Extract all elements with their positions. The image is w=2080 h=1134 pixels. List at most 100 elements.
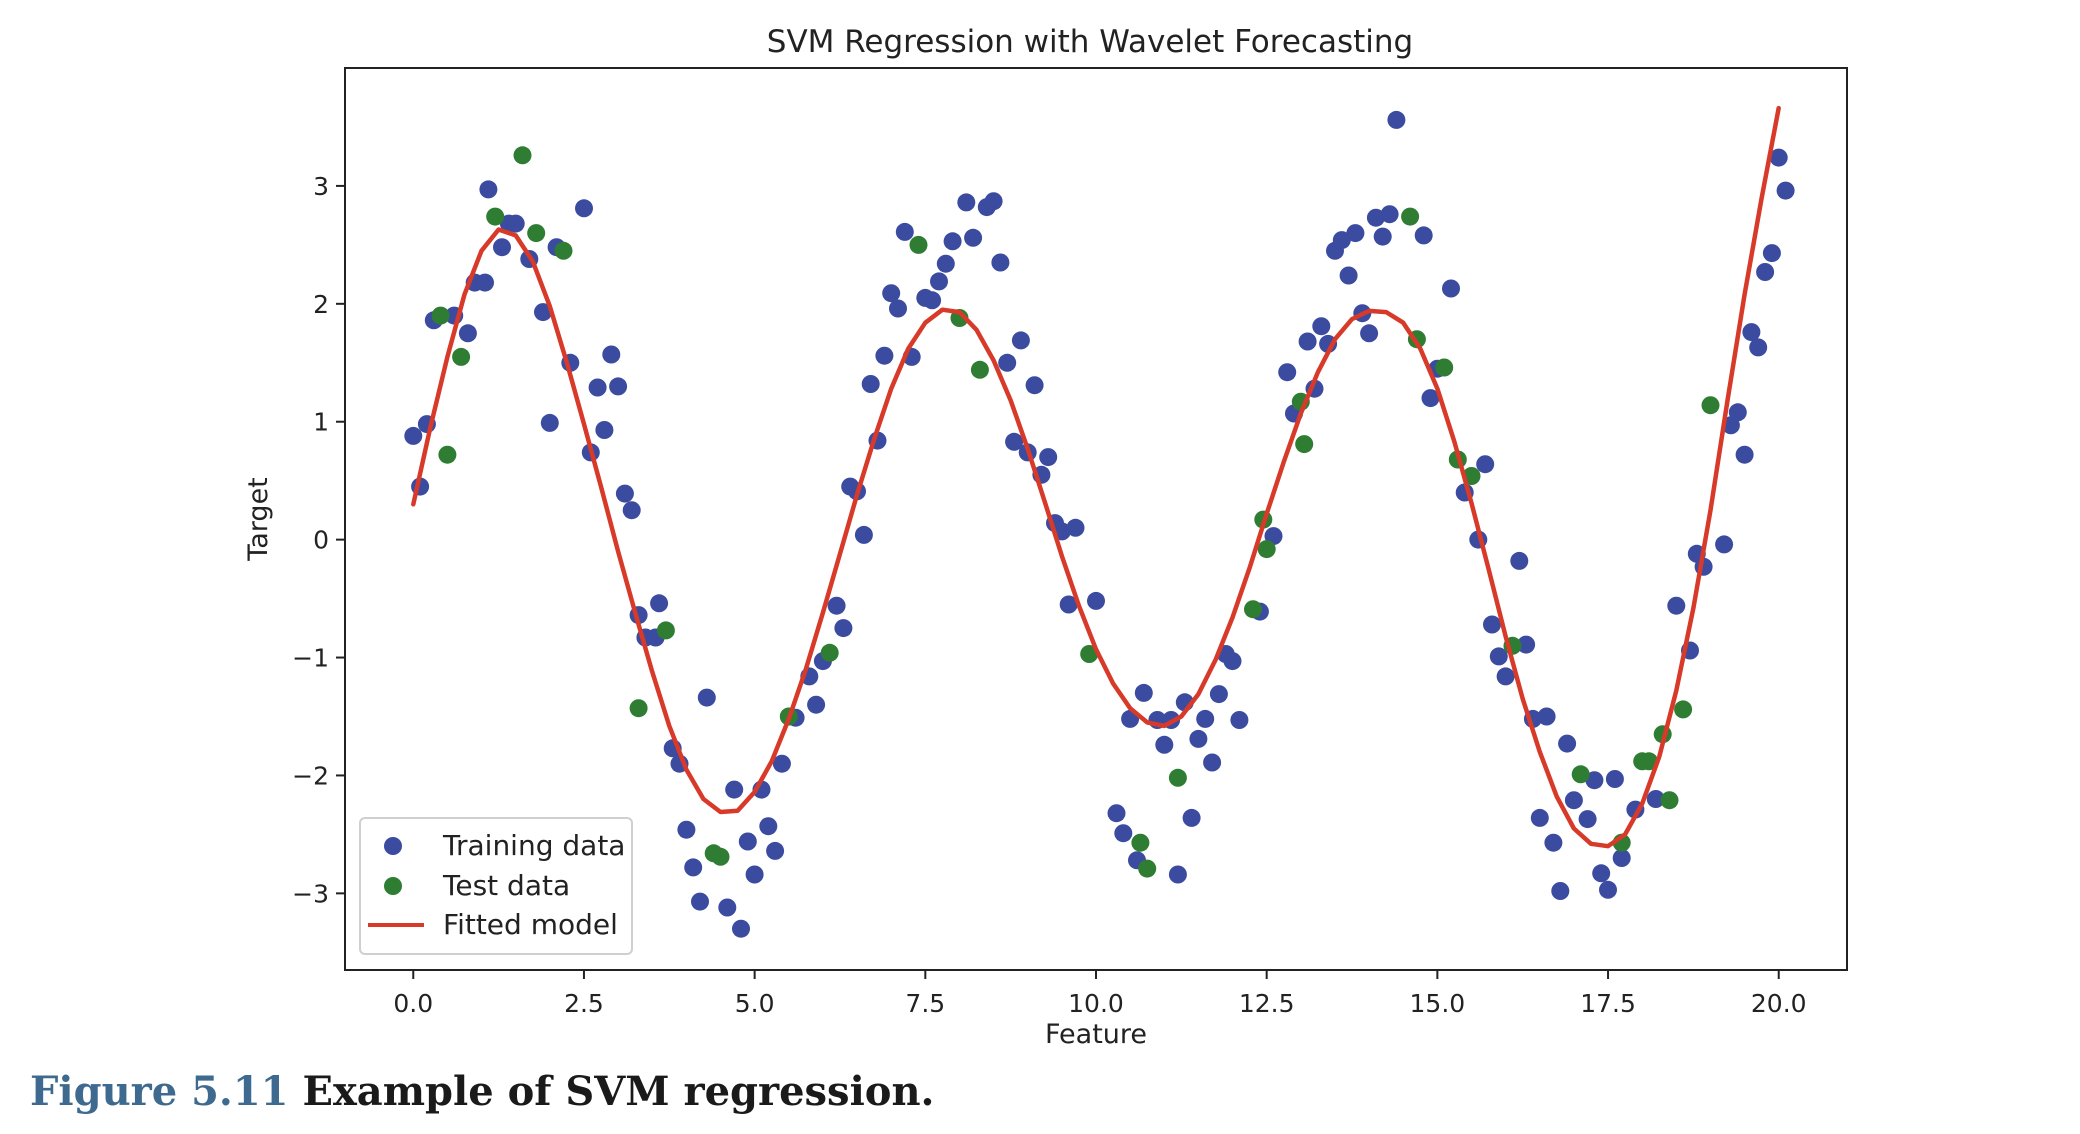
training-point: [745, 865, 764, 884]
test-point: [1571, 765, 1590, 784]
training-point: [984, 192, 1003, 211]
test-point: [1701, 396, 1720, 415]
legend-test-marker: [384, 877, 402, 895]
training-point: [1209, 685, 1228, 704]
test-point: [452, 347, 471, 366]
training-point: [766, 841, 785, 860]
training-point: [1421, 389, 1440, 408]
test-data-points: [431, 146, 1720, 878]
training-point: [1483, 615, 1501, 634]
training-point: [1380, 205, 1399, 224]
legend-box: [359, 817, 633, 955]
training-point: [1005, 432, 1024, 451]
training-point: [1558, 734, 1577, 753]
training-point: [1011, 331, 1030, 350]
training-point: [588, 378, 607, 397]
test-point: [711, 847, 730, 866]
training-point: [718, 898, 737, 917]
axes-layer: 0.0 2.5 5.0 7.5 10.0 12.5 15.0 17.5 20.0 −3 −2 −1 0 1…: [292, 172, 1806, 1018]
training-point: [1599, 880, 1617, 899]
training-point: [1182, 808, 1201, 827]
training-point: [1332, 231, 1351, 250]
training-point: [677, 820, 696, 839]
x-tick-label: 2.5: [564, 989, 604, 1018]
y-tick-label: −1: [292, 644, 329, 673]
figure-caption-text: Example of SVM regression.: [302, 1068, 935, 1115]
legend-training-marker: [384, 837, 402, 855]
training-point: [1360, 324, 1379, 343]
test-point: [1244, 600, 1262, 619]
x-tick-label: 5.0: [735, 989, 775, 1018]
x-tick-label: 15.0: [1410, 989, 1466, 1018]
legend-test-label: Test data: [442, 869, 570, 902]
training-point: [1530, 808, 1549, 827]
training-point: [1551, 882, 1570, 900]
training-point: [1537, 707, 1556, 726]
training-point: [895, 222, 914, 241]
test-point: [486, 207, 505, 226]
test-point: [1295, 435, 1314, 454]
training-point: [882, 284, 901, 303]
training-point: [1646, 790, 1665, 808]
training-point: [575, 199, 593, 218]
chart-title: SVM Regression with Wavelet Forecasting: [767, 24, 1413, 60]
training-point: [957, 193, 976, 212]
test-point: [629, 699, 648, 718]
training-point: [1039, 448, 1058, 467]
x-tick-label: 0.0: [393, 989, 433, 1018]
training-point: [697, 688, 716, 707]
training-point: [1066, 518, 1085, 537]
training-point: [534, 303, 552, 322]
training-point: [936, 254, 955, 273]
fitted-model-line: [411, 105, 1781, 849]
training-point: [923, 291, 942, 310]
training-point: [991, 253, 1010, 272]
training-point: [875, 346, 894, 365]
test-point: [1168, 768, 1187, 787]
y-axis-title: Target: [243, 477, 274, 562]
training-point: [1585, 771, 1604, 790]
training-point: [404, 426, 423, 445]
test-point: [1660, 791, 1679, 810]
test-point: [970, 360, 989, 379]
x-axis-title: Feature: [1045, 1019, 1147, 1050]
data-layer: [404, 105, 1795, 938]
training-point: [834, 619, 853, 638]
training-point: [1715, 535, 1734, 554]
training-point: [1087, 591, 1105, 610]
training-point: [1346, 224, 1365, 243]
legend-fitted-label: Fitted model: [443, 908, 618, 941]
training-point: [1489, 647, 1508, 666]
test-point: [1435, 358, 1454, 377]
figure-number: Figure 5.11: [30, 1068, 289, 1115]
training-point: [1278, 363, 1297, 382]
training-point: [1605, 770, 1624, 788]
training-point: [759, 817, 778, 836]
training-point: [622, 501, 641, 520]
training-point: [1059, 595, 1078, 614]
training-point: [1134, 683, 1153, 702]
training-point: [540, 413, 559, 432]
test-point: [1138, 859, 1157, 878]
training-point: [889, 299, 907, 318]
training-point: [1756, 263, 1775, 281]
training-point: [1155, 735, 1174, 754]
training-point: [1592, 864, 1611, 883]
legend: Training data Test data Fitted model: [359, 817, 633, 955]
x-tick-label: 12.5: [1239, 989, 1295, 1018]
training-point: [964, 228, 983, 247]
training-point: [1223, 652, 1242, 671]
test-point: [554, 241, 573, 260]
test-point: [1257, 540, 1276, 559]
training-point: [725, 780, 744, 799]
y-tick-label: 1: [313, 408, 329, 437]
test-point: [513, 146, 532, 165]
training-point: [1025, 376, 1044, 395]
training-point: [691, 892, 709, 911]
x-tick-label: 7.5: [905, 989, 945, 1018]
test-point: [656, 621, 675, 640]
training-point: [738, 832, 757, 851]
x-tick-label: 20.0: [1751, 989, 1807, 1018]
training-point: [854, 525, 873, 544]
